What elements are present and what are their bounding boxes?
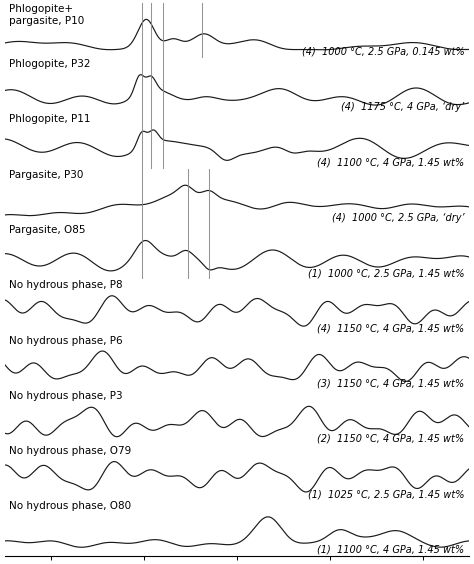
Text: (4)  1100 °C, 4 GPa, 1.45 wt%: (4) 1100 °C, 4 GPa, 1.45 wt% [318,157,465,168]
Text: (4)  1000 °C, 2.5 GPa, 0.145 wt%: (4) 1000 °C, 2.5 GPa, 0.145 wt% [302,47,465,57]
Text: (1)  1100 °C, 4 GPa, 1.45 wt%: (1) 1100 °C, 4 GPa, 1.45 wt% [318,544,465,554]
Text: Phlogopite, P11: Phlogopite, P11 [9,114,91,125]
Text: Pargasite, O85: Pargasite, O85 [9,225,86,235]
Text: Phlogopite+
pargasite, P10: Phlogopite+ pargasite, P10 [9,4,85,25]
Text: No hydrous phase, P8: No hydrous phase, P8 [9,280,123,290]
Text: No hydrous phase, P6: No hydrous phase, P6 [9,336,123,346]
Text: Phlogopite, P32: Phlogopite, P32 [9,59,91,69]
Text: (1)  1025 °C, 2.5 GPa, 1.45 wt%: (1) 1025 °C, 2.5 GPa, 1.45 wt% [308,489,465,499]
Text: (4)  1175 °C, 4 GPa, ‘dry’: (4) 1175 °C, 4 GPa, ‘dry’ [341,102,465,112]
Text: Pargasite, P30: Pargasite, P30 [9,170,84,180]
Text: (3)  1150 °C, 4 GPa, 1.45 wt%: (3) 1150 °C, 4 GPa, 1.45 wt% [318,378,465,389]
Text: (4)  1150 °C, 4 GPa, 1.45 wt%: (4) 1150 °C, 4 GPa, 1.45 wt% [318,323,465,333]
Text: (1)  1000 °C, 2.5 GPa, 1.45 wt%: (1) 1000 °C, 2.5 GPa, 1.45 wt% [308,268,465,278]
Text: (4)  1000 °C, 2.5 GPa, ‘dry’: (4) 1000 °C, 2.5 GPa, ‘dry’ [332,213,465,223]
Text: No hydrous phase, P3: No hydrous phase, P3 [9,391,123,401]
Text: (2)  1150 °C, 4 GPa, 1.45 wt%: (2) 1150 °C, 4 GPa, 1.45 wt% [318,434,465,444]
Text: No hydrous phase, O80: No hydrous phase, O80 [9,501,131,512]
Text: No hydrous phase, O79: No hydrous phase, O79 [9,446,132,456]
